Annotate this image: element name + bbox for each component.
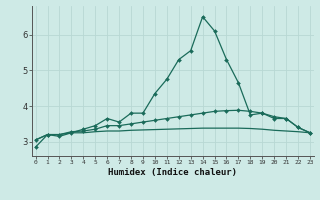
X-axis label: Humidex (Indice chaleur): Humidex (Indice chaleur) xyxy=(108,168,237,177)
